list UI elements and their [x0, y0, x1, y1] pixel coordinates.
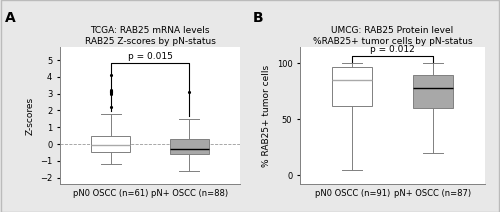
- Text: p = 0.015: p = 0.015: [128, 52, 172, 61]
- Text: B: B: [252, 11, 263, 25]
- Y-axis label: % RAB25+ tumor cells: % RAB25+ tumor cells: [262, 64, 271, 167]
- Title: UMCG: RAB25 Protein level
%RAB25+ tumor cells by pN-status: UMCG: RAB25 Protein level %RAB25+ tumor …: [312, 26, 472, 46]
- Y-axis label: Z-scores: Z-scores: [26, 96, 35, 135]
- PathPatch shape: [92, 136, 130, 152]
- Title: TCGA: RAB25 mRNA levels
RAB25 Z-scores by pN-status: TCGA: RAB25 mRNA levels RAB25 Z-scores b…: [84, 26, 216, 46]
- PathPatch shape: [412, 75, 453, 108]
- Text: p = 0.012: p = 0.012: [370, 46, 415, 54]
- PathPatch shape: [170, 139, 208, 154]
- Text: A: A: [5, 11, 16, 25]
- PathPatch shape: [332, 67, 372, 106]
